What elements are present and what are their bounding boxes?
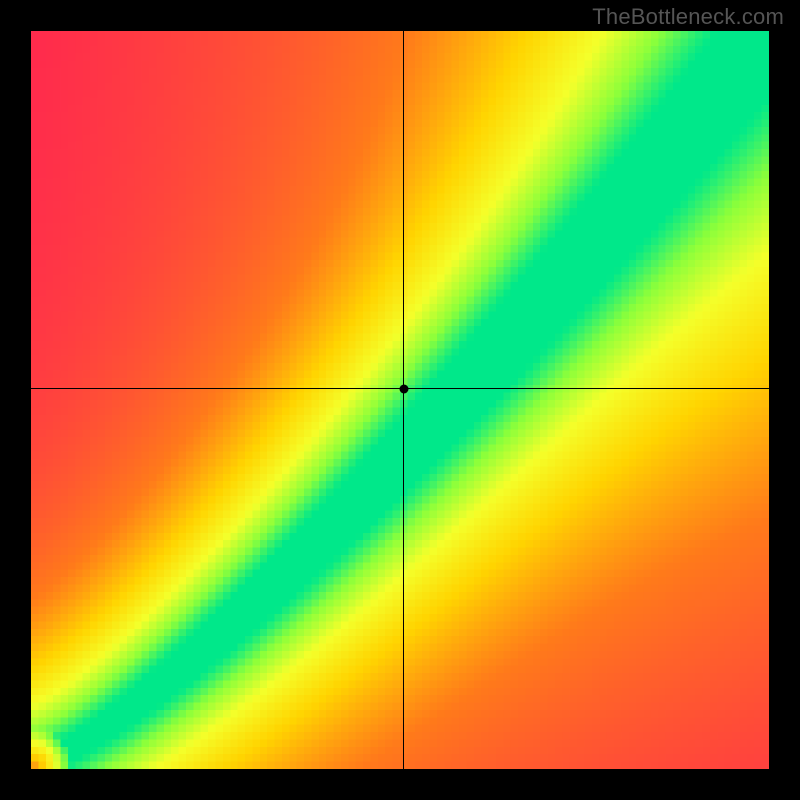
chart-wrapper: TheBottleneck.com [0, 0, 800, 800]
watermark-label: TheBottleneck.com [592, 4, 784, 30]
bottleneck-heatmap [31, 31, 769, 769]
crosshair-vertical [403, 31, 404, 769]
crosshair-marker [399, 384, 408, 393]
